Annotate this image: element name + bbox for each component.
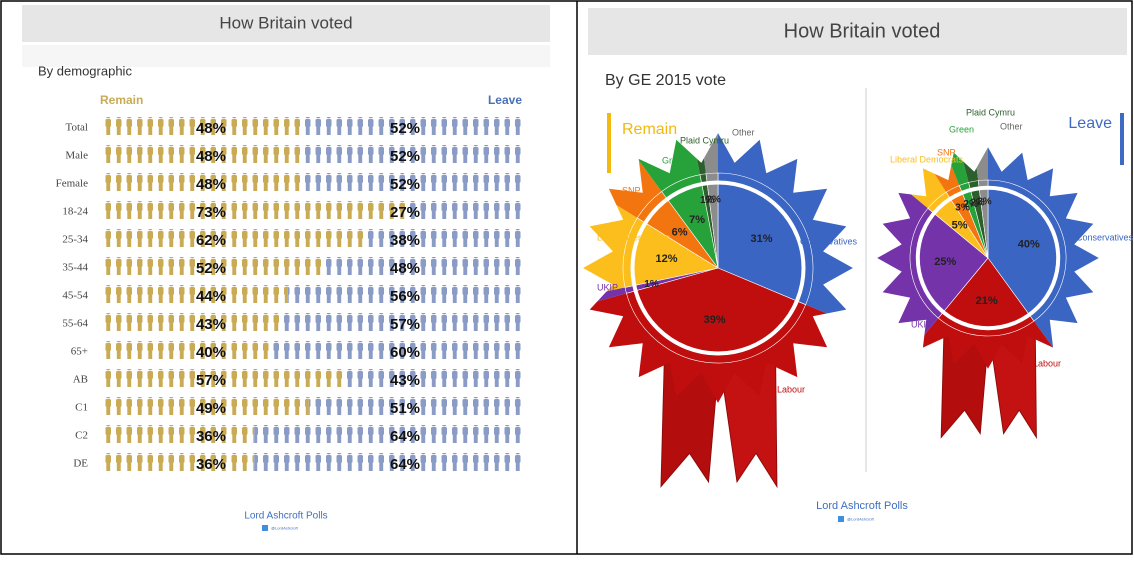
slice-label: 2% [977, 197, 992, 208]
footer: Lord Ashcroft Polls [816, 500, 908, 512]
category-label: Male [65, 150, 88, 162]
remain-bar [607, 113, 611, 173]
category-label: Labour [777, 384, 805, 394]
slice-label: 12% [656, 253, 678, 265]
slice-label: 39% [704, 314, 726, 326]
footer-handle: @LordAshcroft [847, 517, 875, 522]
category-label: Green [662, 155, 687, 165]
value-label: 51% [390, 400, 420, 417]
value-label: 38% [390, 232, 420, 249]
legend-leave: Leave [488, 93, 522, 107]
value-label: 62% [196, 232, 226, 249]
legend-remain: Remain [100, 93, 143, 107]
value-label: 48% [390, 260, 420, 277]
value-label: 56% [390, 288, 420, 305]
category-label: Total [66, 122, 88, 134]
twitter-icon [262, 525, 268, 531]
value-label: 49% [196, 400, 226, 417]
slice-label: 40% [1018, 239, 1040, 251]
value-label: 64% [390, 456, 420, 473]
pictogram-bar [103, 425, 254, 447]
pie-title: Remain [622, 121, 677, 138]
slice-label: 21% [976, 295, 998, 307]
value-label: 57% [390, 316, 420, 333]
pictogram-bar [363, 229, 523, 251]
slice-label: 25% [934, 256, 956, 268]
category-label: 55-64 [62, 318, 88, 330]
value-label: 44% [196, 288, 226, 305]
category-label: Conservatives [800, 236, 858, 246]
value-label: 52% [390, 120, 420, 137]
value-label: 36% [196, 456, 226, 473]
value-label: 36% [196, 428, 226, 445]
category-label: C2 [75, 430, 88, 442]
pictogram-bar [103, 453, 254, 475]
leave-bar [1120, 113, 1124, 165]
panel-title: How Britain voted [219, 13, 352, 32]
slice-label: 2% [706, 194, 721, 205]
value-label: 43% [390, 372, 420, 389]
category-label: Female [56, 178, 88, 190]
pictogram-bar [342, 369, 523, 391]
category-label: Plaid Cymru [680, 135, 729, 145]
category-label: C1 [75, 402, 88, 414]
category-label: SNP [622, 185, 641, 195]
category-label: 45-54 [62, 290, 88, 302]
value-label: 60% [390, 344, 420, 361]
category-label: Conservatives [1076, 232, 1134, 242]
category-label: UKIP [597, 282, 618, 292]
category-label: 35-44 [62, 262, 88, 274]
category-label: 65+ [71, 346, 88, 358]
value-label: 73% [196, 204, 226, 221]
slice-label: 5% [952, 220, 968, 232]
category-label: Other [1000, 121, 1023, 131]
value-label: 57% [196, 372, 226, 389]
value-label: 27% [390, 204, 420, 221]
value-label: 48% [196, 148, 226, 165]
pictogram-bar [254, 425, 523, 447]
value-label: 52% [390, 176, 420, 193]
category-label: Liberal Democrats [597, 232, 671, 242]
value-label: 64% [390, 428, 420, 445]
pictogram-bar [321, 257, 523, 279]
category-label: Labour [1033, 358, 1061, 368]
pictogram-bar [254, 453, 523, 475]
category-label: UKIP [911, 319, 932, 329]
footer: Lord Ashcroft Polls [244, 511, 327, 522]
value-label: 40% [196, 344, 226, 361]
pictogram-bar [410, 201, 523, 223]
pictogram-bar [103, 313, 284, 335]
panel-subtitle: By GE 2015 vote [605, 72, 726, 89]
value-label: 43% [196, 316, 226, 333]
infographic: How Britain voted By demographic Remain … [0, 0, 1134, 556]
pictogram-bar [103, 201, 410, 223]
category-label: SNP [937, 147, 956, 157]
slice-label: 31% [750, 233, 772, 245]
panel-subtitle: By demographic [38, 63, 132, 78]
category-label: Other [732, 127, 755, 137]
slice-label: 1% [644, 279, 659, 290]
slice-label: 7% [689, 214, 705, 226]
category-label: AB [73, 374, 88, 386]
pictogram-bar [103, 341, 271, 363]
value-label: 52% [390, 148, 420, 165]
category-label: DE [73, 458, 88, 470]
value-label: 48% [196, 120, 226, 137]
category-label: 18-24 [62, 206, 88, 218]
value-label: 52% [196, 260, 226, 277]
pictogram-bar [103, 229, 363, 251]
category-label: Green [949, 124, 974, 134]
value-label: 48% [196, 176, 226, 193]
panel-title: How Britain voted [784, 20, 941, 42]
twitter-icon [838, 516, 844, 522]
footer-handle: @LordAshcroft [271, 526, 299, 531]
category-label: 25-34 [62, 234, 88, 246]
slice-label: 6% [672, 226, 688, 238]
category-label: Plaid Cymru [966, 107, 1015, 117]
pie-title: Leave [1068, 115, 1112, 132]
